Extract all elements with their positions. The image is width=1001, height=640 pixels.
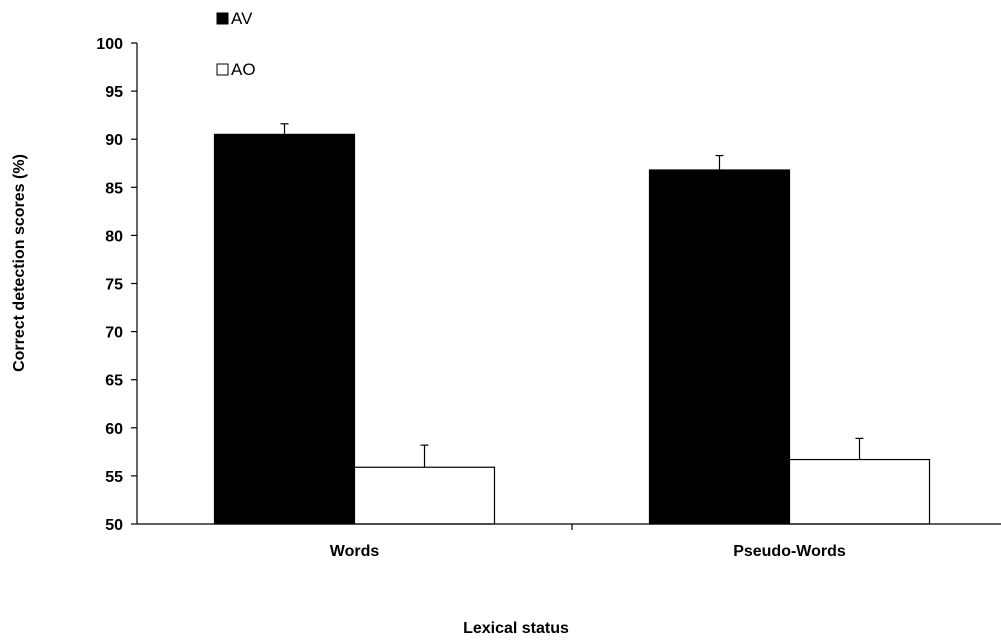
y-tick-label: 95 bbox=[105, 84, 123, 101]
y-tick-label: 75 bbox=[105, 277, 123, 294]
y-tick-label: 90 bbox=[105, 132, 123, 149]
y-tick-label: 85 bbox=[105, 180, 123, 197]
bar-av-pseudo-words bbox=[648, 169, 791, 525]
legend-label-av: AV bbox=[231, 9, 253, 28]
x-axis-title: Lexical status bbox=[463, 620, 569, 637]
y-tick-label: 55 bbox=[105, 469, 123, 486]
category-labels: Words Pseudo-Words bbox=[330, 543, 846, 560]
x-category-label: Words bbox=[330, 543, 380, 560]
error-bars bbox=[280, 123, 864, 468]
y-axis-ticks: 50 55 60 65 70 75 80 85 90 95 100 bbox=[96, 36, 137, 534]
legend-swatch-ao bbox=[216, 63, 229, 76]
bar-ao-words bbox=[353, 466, 496, 525]
y-tick-label: 50 bbox=[105, 517, 123, 534]
x-category-label: Pseudo-Words bbox=[733, 543, 846, 560]
y-tick-label: 70 bbox=[105, 325, 123, 342]
y-tick-label: 100 bbox=[96, 36, 123, 53]
bar-ao-pseudo-words bbox=[788, 458, 931, 525]
y-tick-label: 60 bbox=[105, 421, 123, 438]
bar-av-words bbox=[213, 133, 356, 525]
y-tick-label: 65 bbox=[105, 373, 123, 390]
bars bbox=[213, 133, 931, 525]
legend-swatch-av bbox=[216, 12, 229, 25]
y-tick-label: 80 bbox=[105, 228, 123, 245]
legend: AV AO bbox=[216, 9, 256, 79]
y-axis-title: Correct detection scores (%) bbox=[11, 154, 28, 372]
axes: 50 55 60 65 70 75 80 85 90 95 100 bbox=[96, 36, 1001, 534]
legend-label-ao: AO bbox=[231, 60, 256, 79]
